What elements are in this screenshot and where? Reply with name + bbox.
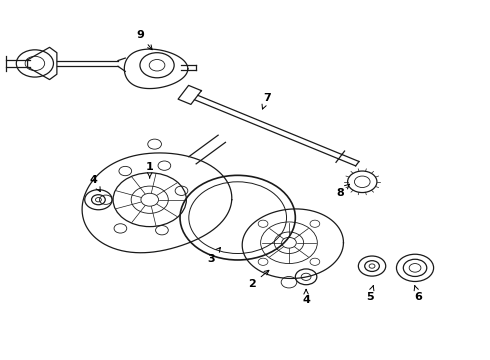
Text: 4: 4 [302, 289, 310, 305]
Text: 7: 7 [262, 93, 271, 109]
Text: 9: 9 [136, 30, 152, 50]
Text: 8: 8 [337, 184, 349, 198]
Text: 5: 5 [366, 286, 374, 302]
Text: 4: 4 [90, 175, 100, 192]
Text: 6: 6 [414, 286, 422, 302]
Text: 2: 2 [248, 270, 269, 289]
Text: 1: 1 [146, 162, 153, 178]
Text: 3: 3 [207, 247, 220, 264]
